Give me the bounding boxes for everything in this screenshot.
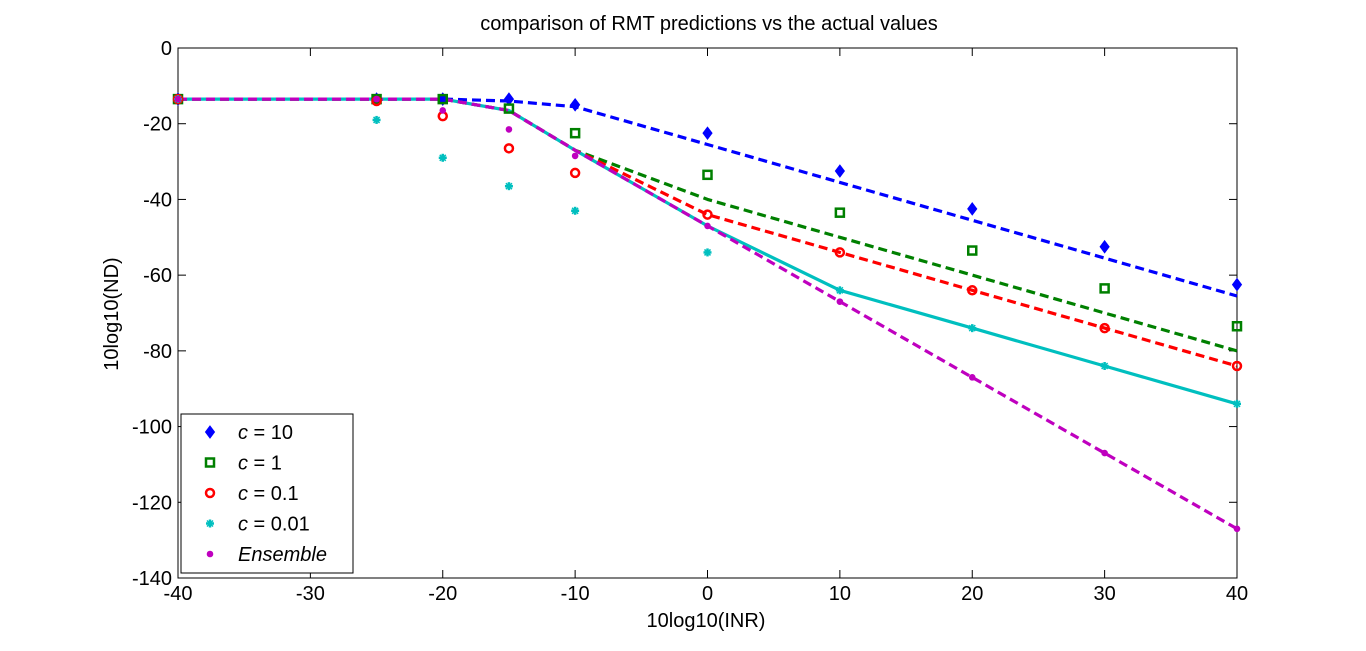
legend-item: c = 1 <box>204 453 282 475</box>
star-stroke <box>1101 362 1109 370</box>
x-tick-label: -40 <box>164 583 193 605</box>
y-tick-label: -100 <box>132 417 172 439</box>
x-tick-label: 40 <box>1226 583 1248 605</box>
star-stroke <box>505 182 513 190</box>
x-tick-label: -20 <box>428 583 457 605</box>
chart-title: comparison of RMT predictions vs the act… <box>480 13 938 35</box>
data-point-series-1 <box>503 103 515 114</box>
legend-label: c = 1 <box>238 453 282 475</box>
legend-item: c = 10 <box>204 422 293 444</box>
data-point-series-4 <box>968 374 976 381</box>
data-point-series-3 <box>703 248 712 257</box>
data-point-series-2 <box>569 167 581 179</box>
star-stroke <box>439 154 447 162</box>
data-point-series-3 <box>1100 362 1109 370</box>
series-line-0 <box>178 97 1238 298</box>
data-point-series-1 <box>702 169 713 181</box>
data-point-series-2 <box>1099 322 1110 334</box>
legend-box <box>180 413 354 574</box>
data-point-series-1 <box>967 245 978 256</box>
legend-item: c = 0.01 <box>206 514 310 536</box>
data-point-series-4 <box>571 152 579 160</box>
star-stroke <box>1233 400 1241 408</box>
x-tick-label: 20 <box>961 583 983 605</box>
legend-label-italic: c <box>238 422 248 444</box>
legend-label-italic: c <box>238 453 248 475</box>
y-tick-label: -80 <box>143 341 172 363</box>
data-point-series-4 <box>704 222 711 230</box>
legend-marker <box>206 550 214 558</box>
data-point-series-2 <box>702 209 713 220</box>
y-tick-label: -140 <box>132 568 172 590</box>
data-point-series-0 <box>1231 277 1243 292</box>
legend-label-value: = 1 <box>248 453 282 475</box>
legend-label: c = 10 <box>238 422 293 444</box>
data-point-series-1 <box>569 127 581 139</box>
legend-label-value: = 10 <box>248 422 293 444</box>
legend-marker <box>204 457 216 468</box>
data-point-series-4 <box>1101 449 1108 457</box>
data-point-series-3 <box>372 115 381 124</box>
data-point-series-3 <box>504 182 513 191</box>
legend-item: Ensemble <box>206 544 327 566</box>
data-point-series-1 <box>437 93 448 105</box>
data-point-series-3 <box>968 324 977 333</box>
x-axis-label: 10log10(INR) <box>647 610 766 632</box>
star-stroke <box>373 116 381 124</box>
data-point-series-4 <box>836 298 844 305</box>
legend-label: c = 0.1 <box>238 483 299 505</box>
star-stroke <box>968 324 976 332</box>
star-stroke <box>703 248 712 256</box>
legend-label-italic: c <box>238 483 248 505</box>
legend-label: c = 0.01 <box>238 514 310 536</box>
legend-marker <box>204 425 216 439</box>
data-point-series-3 <box>571 206 580 215</box>
data-point-series-0 <box>967 202 978 216</box>
legend-label-italic: Ensemble <box>238 544 327 566</box>
data-point-series-3 <box>1233 399 1241 408</box>
y-tick-label: -20 <box>143 114 172 136</box>
data-point-series-0 <box>834 164 845 178</box>
x-tick-label: 0 <box>702 583 713 605</box>
data-point-series-4 <box>439 107 447 114</box>
data-point-series-2 <box>1231 360 1243 372</box>
legend-marker <box>206 519 214 528</box>
x-tick-label: 30 <box>1094 583 1116 605</box>
data-point-series-3 <box>438 153 447 162</box>
star-stroke <box>206 519 214 528</box>
x-tick-label: -30 <box>296 583 325 605</box>
x-tick-label: 10 <box>829 583 851 605</box>
data-point-series-1 <box>1099 283 1110 294</box>
data-point-series-2 <box>503 143 515 154</box>
plot-area: -40 -30 -20 -10 0 10 20 30 400-20-40-60-80-100-1… <box>132 38 1248 605</box>
legend-label: Ensemble <box>238 544 327 566</box>
legend-item: c = 0.1 <box>204 483 299 505</box>
data-point-series-0 <box>1099 239 1110 254</box>
legend-label-value: = 0.1 <box>248 483 299 505</box>
data-point-series-4 <box>1233 525 1241 533</box>
data-point-series-4 <box>373 95 380 103</box>
legend-marker <box>204 487 216 499</box>
y-tick-label: -60 <box>143 265 172 287</box>
star-stroke <box>836 286 844 294</box>
x-tick-label: -10 <box>561 583 590 605</box>
data-point-series-4 <box>174 95 182 103</box>
legend-label-value: = 0.01 <box>248 514 310 536</box>
data-point-series-2 <box>967 285 978 296</box>
y-tick-label: 0 <box>161 38 172 60</box>
data-point-series-1 <box>834 207 846 218</box>
data-point-series-1 <box>1231 321 1243 332</box>
data-point-series-4 <box>505 126 513 133</box>
y-tick-label: -120 <box>132 492 172 514</box>
y-axis-label: 10log10(ND) <box>101 257 123 370</box>
data-point-series-0 <box>702 126 713 141</box>
data-point-series-2 <box>834 247 846 258</box>
star-stroke <box>571 207 579 215</box>
data-point-series-3 <box>835 286 844 295</box>
legend-label-italic: c <box>238 514 248 536</box>
data-point-series-0 <box>570 97 581 112</box>
y-tick-label: -40 <box>143 189 172 211</box>
